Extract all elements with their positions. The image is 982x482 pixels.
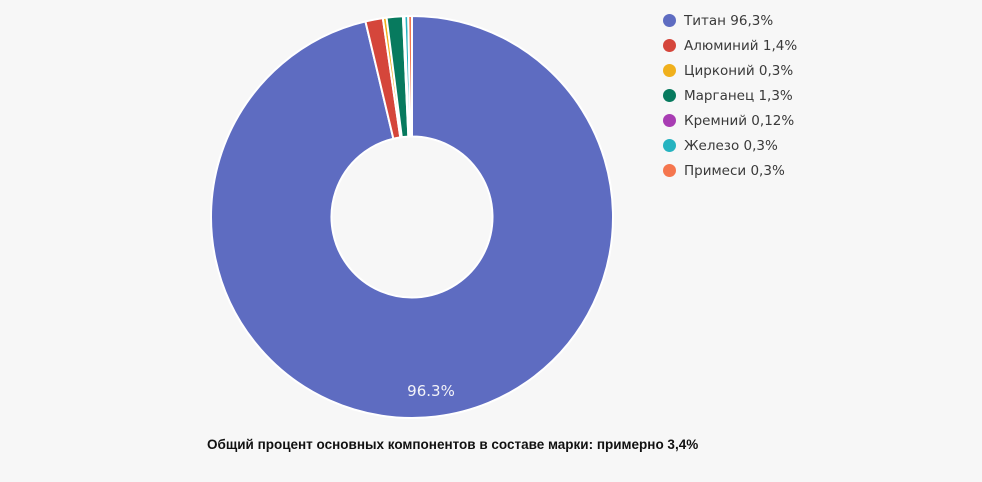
legend-label: Марганец 1,3% <box>684 87 793 104</box>
legend-item-0[interactable]: Титан 96,3% <box>663 8 797 33</box>
legend-marker-icon <box>663 89 676 102</box>
pie-slice-0[interactable] <box>210 15 614 419</box>
legend-label: Железо 0,3% <box>684 137 778 154</box>
legend-item-5[interactable]: Железо 0,3% <box>663 133 797 158</box>
legend-item-3[interactable]: Марганец 1,3% <box>663 83 797 108</box>
legend: Титан 96,3% Алюминий 1,4% Цирконий 0,3% Мар… <box>663 8 797 183</box>
legend-marker-icon <box>663 39 676 52</box>
legend-item-6[interactable]: Примеси 0,3% <box>663 158 797 183</box>
legend-marker-icon <box>663 14 676 27</box>
chart-caption: Общий процент основных компонентов в сос… <box>207 437 699 452</box>
legend-item-2[interactable]: Цирконий 0,3% <box>663 58 797 83</box>
legend-marker-icon <box>663 164 676 177</box>
legend-label: Кремний 0,12% <box>684 112 795 129</box>
legend-marker-icon <box>663 139 676 152</box>
legend-item-4[interactable]: Кремний 0,12% <box>663 108 797 133</box>
legend-label: Цирконий 0,3% <box>684 62 794 79</box>
legend-marker-icon <box>663 114 676 127</box>
donut-chart <box>210 15 614 419</box>
legend-label: Примеси 0,3% <box>684 162 785 179</box>
legend-label: Титан 96,3% <box>684 12 774 29</box>
legend-label: Алюминий 1,4% <box>684 37 798 54</box>
pie-slice-6[interactable] <box>407 15 413 138</box>
legend-item-1[interactable]: Алюминий 1,4% <box>663 33 797 58</box>
legend-marker-icon <box>663 64 676 77</box>
